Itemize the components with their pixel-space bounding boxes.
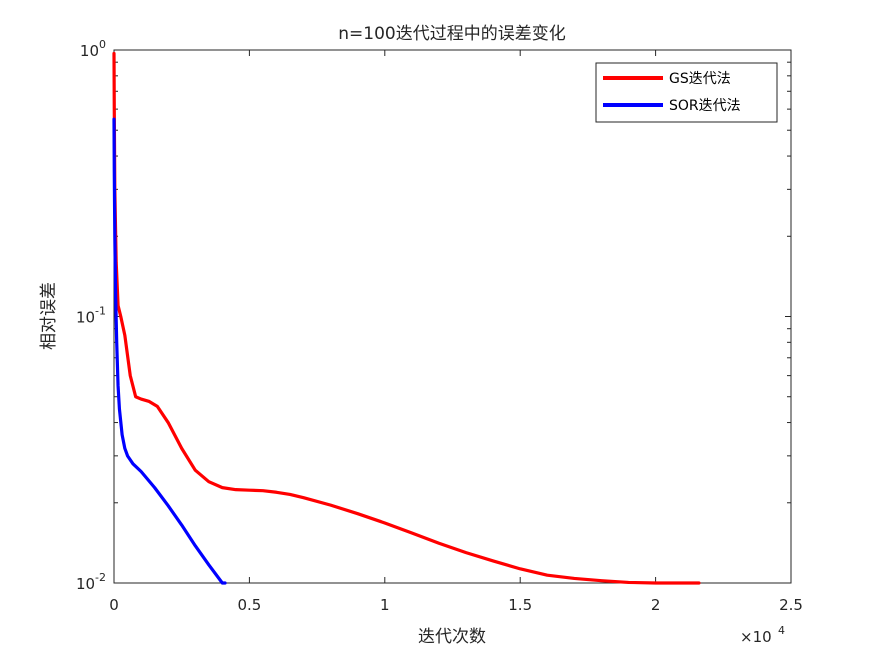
legend-box [595, 62, 778, 123]
y-tick-label: 10-1 [76, 305, 106, 327]
y-tick-label: 100 [80, 38, 106, 60]
legend: GS迭代法 SOR迭代法 [595, 62, 778, 123]
x-tick-label: 2 [651, 596, 661, 614]
legend-label: SOR迭代法 [669, 98, 741, 114]
svg-text:×10: ×10 [740, 628, 772, 646]
chart-title: n=100迭代过程中的误差变化 [338, 24, 565, 44]
x-axis-title: 迭代次数 [418, 627, 486, 647]
plot-area [112, 49, 792, 585]
y-tick-label: 10-2 [76, 571, 106, 593]
x-tick-label: 0.5 [237, 596, 261, 614]
x-tick-label: 1 [380, 596, 390, 614]
legend-label: GS迭代法 [669, 71, 731, 87]
x-tick-label: 0 [109, 596, 119, 614]
series-line-gs [112, 51, 701, 585]
x-tick-label: 2.5 [779, 596, 803, 614]
axes-box [113, 49, 792, 584]
series-line-sor [112, 117, 227, 585]
y-tick-labels: 10-2 10-1 100 [76, 38, 106, 593]
series-layer [112, 51, 701, 585]
x-tick-label: 1.5 [508, 596, 532, 614]
x-tick-labels: 0 0.5 1 1.5 2 2.5 [109, 596, 803, 614]
x-exponent-label: ×10 4 [740, 624, 785, 646]
svg-text:4: 4 [778, 624, 785, 637]
y-axis-title: 相对误差 [39, 282, 59, 350]
